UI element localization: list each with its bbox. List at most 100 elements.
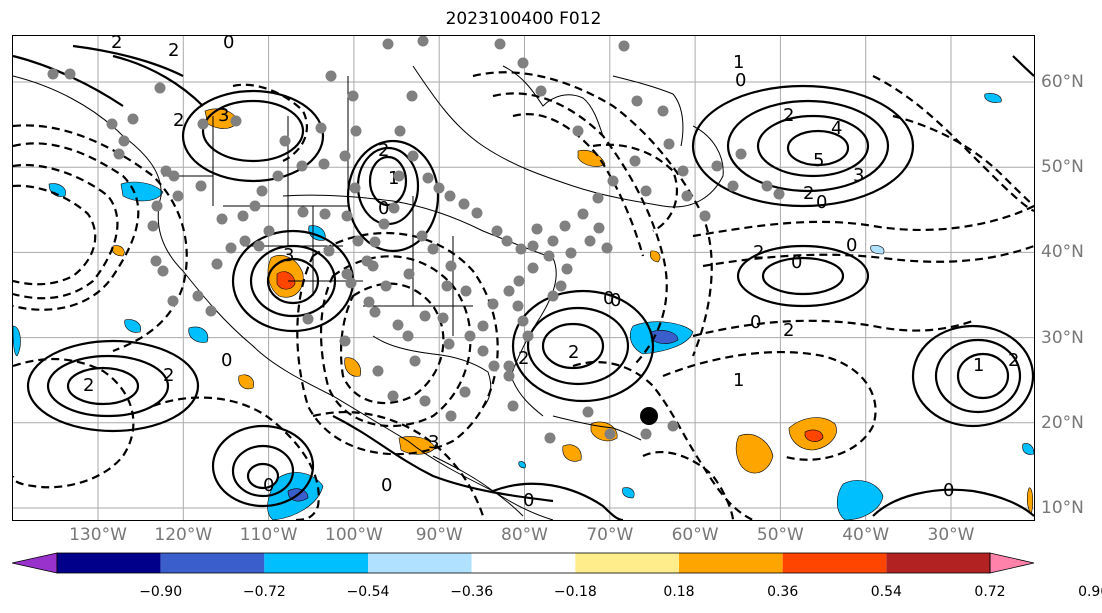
station-dot: [315, 122, 327, 134]
station-dot: [735, 148, 747, 160]
station-dot: [113, 148, 125, 160]
colorbar-outline: [56, 552, 991, 574]
station-dot: [677, 165, 689, 177]
longitude-label: 80°W: [501, 525, 548, 545]
patch-orange: [649, 250, 661, 263]
patch-red: [276, 271, 296, 290]
contour-label: 2: [568, 342, 579, 363]
station-dot: [531, 223, 543, 235]
station-dot: [441, 280, 453, 292]
positive-contours: [13, 44, 1034, 520]
station-dot: [372, 365, 384, 377]
station-dot: [631, 95, 643, 107]
station-dot: [535, 85, 547, 97]
station-dot: [711, 160, 723, 172]
patch-blue: [1022, 443, 1034, 455]
contour-label: 0: [735, 70, 746, 91]
contour-label: 2: [111, 36, 122, 53]
patch-blue: [13, 325, 21, 357]
station-dot: [629, 155, 641, 167]
colorbar-extend-high: [989, 552, 1035, 574]
station-dot: [216, 213, 228, 225]
latitude-label: 20°N: [1041, 412, 1084, 433]
station-dot: [512, 300, 524, 312]
colorbar-tick-label: 0.72: [974, 584, 1006, 600]
station-dot: [363, 296, 375, 308]
patch-blue: [120, 181, 164, 202]
station-dot: [445, 260, 457, 272]
station-dot: [157, 265, 169, 277]
colorbar-segment: [782, 553, 887, 573]
contour-label: 2: [783, 320, 794, 341]
station-dot: [477, 345, 489, 357]
patch-blue: [836, 480, 884, 520]
station-dot: [205, 305, 217, 317]
station-dot: [427, 243, 439, 255]
station-dot: [517, 315, 529, 327]
station-dot: [393, 170, 405, 182]
station-dot: [444, 190, 456, 202]
station-dot: [555, 280, 567, 292]
station-dot: [601, 242, 613, 254]
patch-blue: [188, 326, 209, 343]
latitude-label: 50°N: [1041, 157, 1084, 178]
colorbar-segment: [679, 553, 783, 573]
station-dot: [349, 182, 361, 194]
station-dot: [388, 202, 400, 214]
station-dot: [527, 262, 539, 274]
station-dot: [154, 82, 166, 94]
station-dot: [584, 235, 596, 247]
station-dot: [640, 185, 652, 197]
storm-center-marker: [640, 407, 658, 425]
contour-label: 2: [173, 110, 184, 131]
colorbar: [12, 552, 1035, 574]
station-dot: [517, 57, 529, 69]
station-dot: [515, 243, 527, 255]
station-dot: [325, 70, 337, 82]
station-dot: [477, 320, 489, 332]
contour-label: 1: [973, 355, 984, 376]
station-dot: [433, 182, 445, 194]
station-dot: [118, 135, 130, 147]
contour-label: 4: [831, 118, 842, 139]
station-dot: [459, 386, 471, 398]
station-dot: [369, 236, 381, 248]
shading-patches: [13, 93, 1034, 520]
station-dot: [339, 335, 351, 347]
station-dot: [172, 190, 184, 202]
station-dot: [527, 240, 539, 252]
longitude-label: 60°W: [671, 525, 719, 545]
patch-blue: [870, 245, 885, 255]
station-dot: [488, 360, 500, 372]
colorbar-segment: [886, 553, 990, 573]
colorbar-tick-label: 0.18: [663, 584, 695, 600]
station-dot: [409, 355, 421, 367]
station-dot: [522, 330, 534, 342]
contour-label: 0: [381, 475, 392, 496]
longitude-label: 30°W: [927, 525, 975, 545]
station-dot: [458, 198, 470, 210]
colorbar-tick-label: −0.90: [139, 584, 183, 600]
station-dot: [727, 180, 739, 192]
station-dot: [503, 285, 515, 297]
station-dot: [47, 68, 59, 80]
station-dot: [422, 172, 434, 184]
contour-label: 2: [163, 365, 174, 386]
station-dot: [494, 38, 506, 50]
contour-label: 0: [846, 235, 857, 256]
latitude-label: 10°N: [1041, 498, 1084, 518]
colorbar-tick-label: 0.54: [870, 584, 902, 600]
contour-label: 2: [168, 40, 179, 61]
patch-blue: [124, 319, 141, 333]
longitude-label: 90°W: [415, 525, 463, 545]
contour-label: 3: [853, 165, 864, 186]
station-dot: [437, 312, 449, 324]
station-dot: [297, 206, 309, 218]
colorbar-segment: [575, 553, 679, 573]
latitude-label: 40°N: [1041, 242, 1084, 263]
longitude-label: 110°W: [239, 525, 298, 545]
station-dot: [380, 280, 392, 292]
station-dot: [565, 247, 577, 259]
